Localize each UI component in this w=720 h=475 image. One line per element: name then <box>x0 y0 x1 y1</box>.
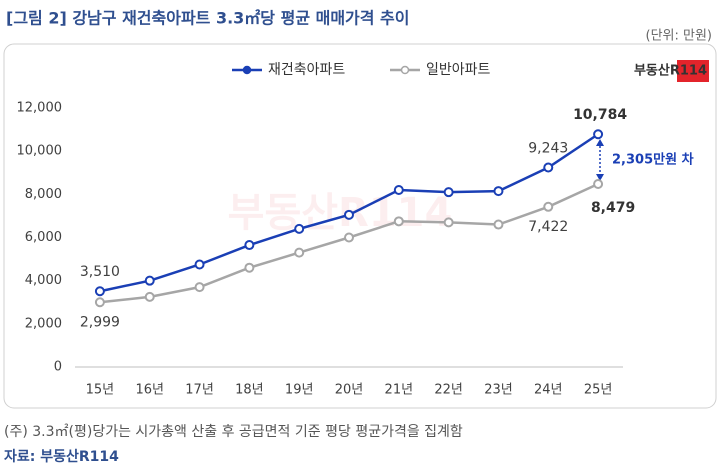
x-tick-label: 24년 <box>534 383 563 398</box>
chart-title: [그림 2] 강남구 재건축아파트 3.3㎡당 평균 매매가격 추이 <box>6 9 410 28</box>
point <box>194 282 205 293</box>
y-tick-label: 6,000 <box>25 230 62 245</box>
data-label: 2,999 <box>80 314 120 330</box>
x-tick-label: 23년 <box>484 383 513 398</box>
x-tick-label: 15년 <box>86 383 115 398</box>
watermark: 부동산R114 <box>228 190 453 236</box>
point <box>393 185 404 196</box>
legend-label: 재건축아파트 <box>268 62 345 78</box>
y-tick-label: 12,000 <box>17 101 63 116</box>
point <box>94 286 105 297</box>
x-tick-label: 21년 <box>385 383 414 398</box>
point <box>344 232 354 243</box>
data-label: 8,479 <box>591 200 635 216</box>
point <box>493 186 504 197</box>
point <box>543 162 554 173</box>
x-tick-label: 22년 <box>434 383 463 398</box>
point <box>493 219 504 230</box>
x-tick-label: 19년 <box>285 383 314 398</box>
point <box>144 275 155 286</box>
point <box>294 247 305 258</box>
point <box>393 216 404 227</box>
y-tick-label: 10,000 <box>17 144 63 159</box>
legend-marker <box>242 65 252 75</box>
point <box>244 262 255 273</box>
chart-frame <box>3 43 717 409</box>
point <box>294 223 305 234</box>
data-label: 10,784 <box>573 107 627 123</box>
point <box>144 291 155 302</box>
y-tick-label: 2,000 <box>25 316 62 331</box>
note: (주) 3.3㎡(평)당가는 시가총액 산출 후 공급면적 기준 평당 평균가격… <box>4 424 463 440</box>
point <box>543 201 554 212</box>
point <box>593 129 604 140</box>
x-tick-label: 18년 <box>235 383 264 398</box>
logo-box <box>677 60 709 82</box>
source: 자료: 부동산R114 <box>4 448 119 465</box>
y-tick-label: 4,000 <box>25 273 62 288</box>
legend-marker <box>400 65 410 75</box>
annotation: 2,305만원 차 <box>612 152 694 168</box>
point <box>94 297 105 308</box>
y-tick-label: 0 <box>54 360 62 375</box>
x-tick-label: 16년 <box>135 383 164 398</box>
point <box>244 240 255 251</box>
logo: 부동산R114 <box>634 63 707 79</box>
data-label: 7,422 <box>528 219 568 235</box>
x-tick-label: 17년 <box>185 383 214 398</box>
point <box>593 178 604 189</box>
legend-label: 일반아파트 <box>426 62 491 78</box>
x-tick-label: 20년 <box>335 383 364 398</box>
point <box>194 259 205 270</box>
point <box>443 217 454 228</box>
unit-label: (단위: 만원) <box>646 29 713 44</box>
x-tick-label: 25년 <box>584 383 613 398</box>
point <box>344 209 354 220</box>
data-label: 3,510 <box>80 264 120 280</box>
y-tick-label: 8,000 <box>25 187 62 202</box>
point <box>443 187 454 198</box>
data-label: 9,243 <box>528 141 568 157</box>
